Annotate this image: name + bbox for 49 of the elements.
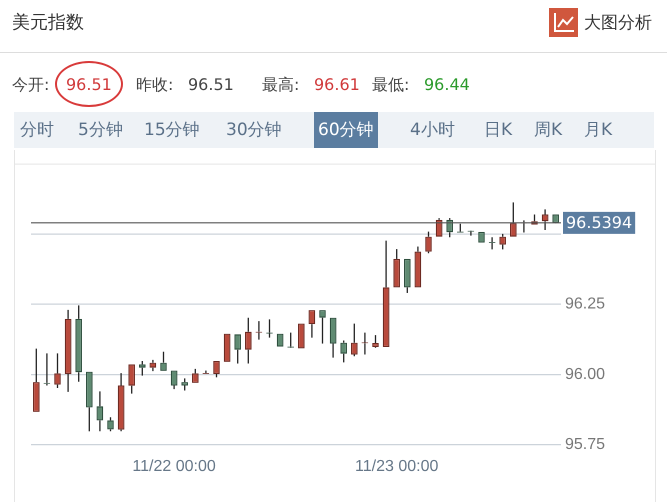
text: 日K [483, 119, 514, 142]
candlestick [245, 317, 252, 364]
candlestick [192, 368, 199, 383]
candlestick [382, 240, 390, 347]
candlestick [404, 258, 411, 294]
candlestick [351, 322, 358, 357]
text: 今开: [12, 75, 50, 96]
ref-line-label: 96.5394 [566, 212, 632, 232]
text: 96.51 [188, 75, 234, 94]
candlestick [96, 390, 104, 432]
chart-title: 美元指数 [12, 11, 84, 34]
y-tick-label: 95.75 [565, 436, 606, 454]
candlestick [234, 334, 241, 364]
candlestick [510, 202, 517, 237]
y-tick-label: 96.25 [565, 296, 606, 313]
candlestick [170, 370, 178, 390]
candlestick [499, 233, 506, 250]
text: 大图分析 [584, 12, 652, 34]
x-tick-label: 11/22 00:00 [132, 458, 216, 475]
text: 昨收: [136, 75, 174, 96]
text: 分时 [19, 119, 55, 142]
candlestick [64, 309, 72, 393]
candlestick [393, 248, 400, 288]
candlestick [308, 310, 316, 338]
text: 最高: [262, 75, 300, 96]
text: 月K [583, 119, 614, 142]
candlestick [33, 348, 40, 412]
candlestick [340, 340, 347, 364]
x-tick-label: 11/23 00:00 [355, 458, 438, 475]
candlestick [118, 372, 124, 432]
candlestick [54, 352, 61, 389]
text: 60分钟 [314, 112, 378, 148]
candlestick [86, 372, 93, 432]
candlestick [181, 378, 188, 392]
text: 96.51 [66, 75, 112, 94]
text: 96.00 [565, 366, 606, 383]
text: 96.44 [424, 75, 470, 94]
candlestick [75, 304, 82, 382]
text: 4小时 [409, 119, 456, 142]
text: 5分钟 [77, 119, 124, 142]
candlestick [139, 360, 146, 376]
candlestick [542, 208, 548, 231]
text: 周K [533, 119, 564, 142]
text: 最低: [372, 75, 410, 96]
candlestick [330, 318, 336, 358]
text: 30分钟 [225, 119, 283, 142]
text: 96.61 [314, 75, 360, 94]
candlestick [128, 364, 135, 394]
text: 15分钟 [143, 119, 201, 142]
